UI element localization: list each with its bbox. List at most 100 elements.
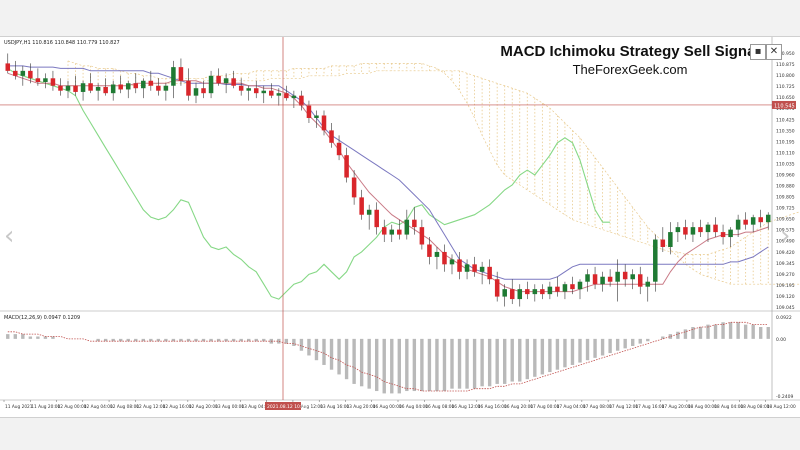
candle-body [95,86,101,91]
candle-body [660,239,666,247]
kijun-sen-line [7,65,769,280]
time-label: 16 Aug 12:00 [452,404,481,410]
candle-body [306,105,312,118]
price-scale-label: 110.650 [776,95,795,101]
time-label: 16 Aug 04:00 [399,404,428,410]
time-label: 13 Aug 00:00 [215,404,244,410]
symbol-info: USDJPY,H1 110.816 110.848 110.779 110.82… [4,40,120,46]
candle-body [231,78,236,86]
candle-body [156,85,161,91]
candle-body [758,217,763,223]
candle-body [261,90,267,94]
candle-body [698,227,703,233]
candle-body [276,93,282,96]
candle-body [750,217,756,225]
candle-body [58,85,63,91]
price-scale-label: 109.195 [776,283,795,289]
candle-body [284,93,289,99]
candle-body [381,227,387,235]
candle-body [728,229,733,238]
time-label: 12 Aug 00:00 [58,404,87,410]
candle-body [540,289,545,295]
price-scale-label: 110.195 [776,139,795,145]
time-label: 11 Aug 20:00 [31,404,60,410]
candle-body [419,227,425,245]
macd-scale-bottom: -0.2409 [776,394,794,400]
time-label: 12 Aug 04:00 [84,404,113,410]
chikou-span-line [7,67,611,300]
candle-body [88,83,93,91]
ichimoku-cloud [67,60,800,285]
candle-body [110,84,116,94]
candle-body [223,78,229,84]
candle-body [163,85,169,91]
time-label: 17 Aug 16:00 [635,404,664,410]
price-scale-label: 109.725 [776,206,795,212]
candle-body [216,75,221,84]
chevron-left-icon[interactable]: ‹ [4,221,15,251]
candle-body [487,266,492,280]
macd-signal-line [7,321,769,392]
price-scale-label: 109.960 [776,172,795,178]
candle-body [246,88,251,91]
candle-body [705,224,711,233]
macd-info: MACD(12,26,9) 0.0947 0.1209 [4,315,80,321]
price-scale-label: 110.800 [776,73,795,79]
chart-title: MACD Ichimoku Strategy Sell Signal [500,43,760,60]
candle-body [50,78,56,86]
time-label: 11 Aug 2021 [5,404,33,410]
candle-body [494,279,500,297]
time-label: 17 Aug 08:00 [583,404,612,410]
time-label: 18 Aug 08:00 [740,404,769,410]
time-label: 12 Aug 08:00 [110,404,139,410]
price-scale-label: 110.725 [776,84,795,90]
time-label: 13 Aug 16:00 [320,404,349,410]
candle-body [509,289,515,300]
candle-body [743,219,748,225]
candle-body [359,197,364,215]
candle-body [208,75,214,94]
minimize-button[interactable]: ▪ [750,44,766,60]
price-scale-label: 110.350 [776,128,795,134]
chevron-right-icon[interactable]: › [780,221,791,251]
candle-body [562,284,568,292]
close-button[interactable]: ✕ [766,44,782,60]
senkou-span-a [67,60,800,255]
candle-body [404,219,410,235]
candle-body [668,232,673,247]
candle-body [65,85,71,91]
candle-body [645,281,651,287]
candle-body [118,84,123,90]
price-scale-label: 109.575 [776,228,795,234]
candle-body [193,88,199,96]
candle-body [269,90,274,96]
candle-body [630,274,635,280]
candle-body [637,274,643,287]
candle-body [299,95,304,106]
price-scale-label: 109.345 [776,261,795,267]
price-scale-label: 109.420 [776,250,795,256]
price-scale-label: 109.120 [776,294,795,300]
candle-body [125,83,131,90]
candle-body [80,83,86,92]
candle-body [457,259,462,272]
candle-body [765,214,771,223]
time-label: 16 Aug 08:00 [425,404,454,410]
candle-body [412,219,417,228]
candle-body [532,289,538,295]
candle-body [615,271,620,282]
candle-body [555,286,560,292]
candle-body [73,85,78,92]
candle-body [525,289,530,295]
candle-body [713,224,718,233]
candle-body [690,227,696,235]
candle-body [20,70,26,76]
price-scale: 110.950 110.875 110.800 110.725 110.650 110.5… [0,37,800,401]
trading-chart-window[interactable]: 0.0922 0.00 -0.2409 110.950 110.875 110.800 1… [0,36,800,418]
time-label: 12 Aug 20:00 [189,404,218,410]
candle-body [547,286,553,295]
candle-body [314,115,319,118]
candle-body [351,177,357,198]
